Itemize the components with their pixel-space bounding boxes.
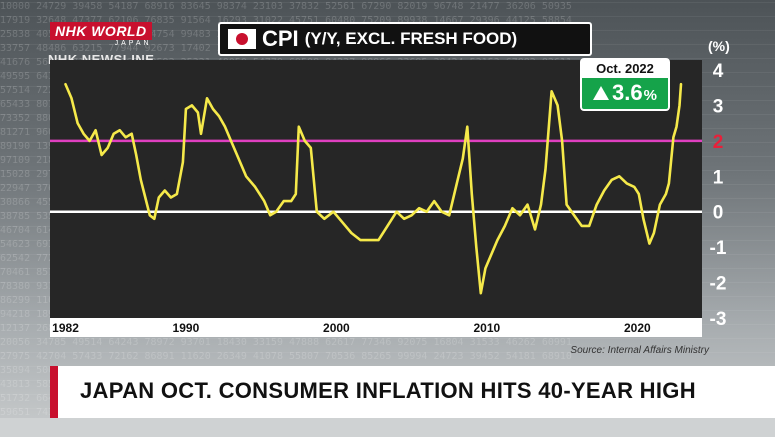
y-axis-unit-label: (%) (708, 38, 730, 54)
logo-subtext: JAPAN (114, 40, 152, 47)
arrow-up-icon (593, 86, 610, 100)
x-tick-label: 1990 (173, 321, 200, 335)
headline-bar: JAPAN OCT. CONSUMER INFLATION HITS 40-YE… (50, 366, 775, 418)
chart-title-banner: CPI (Y/Y, EXCL. FRESH FOOD) (218, 22, 592, 56)
y-tick-label: -1 (710, 238, 727, 259)
source-note: Source: Internal Affairs Ministry (570, 345, 709, 356)
chart-title: CPI (262, 26, 299, 51)
chart-subtitle: (Y/Y, EXCL. FRESH FOOD) (304, 29, 518, 48)
x-tick-label: 1982 (52, 321, 79, 335)
bottom-strip (0, 418, 775, 437)
callout-value-box: 3.6 % (582, 78, 668, 109)
x-tick-label: 2010 (474, 321, 501, 335)
x-axis-band (50, 318, 702, 337)
y-tick-label: 2 (713, 132, 724, 153)
y-tick-label: 0 (713, 203, 724, 224)
callout-value: 3.6 (612, 80, 643, 105)
callout-unit: % (643, 86, 657, 104)
y-tick-label: 1 (713, 167, 724, 188)
nhk-world-logo: NHK WORLD JAPAN (50, 22, 152, 47)
callout-date: Oct. 2022 (596, 61, 654, 76)
japan-flag-icon (228, 29, 256, 49)
y-tick-label: 4 (713, 61, 724, 82)
headline-text: JAPAN OCT. CONSUMER INFLATION HITS 40-YE… (80, 378, 696, 403)
y-tick-label: -3 (710, 309, 727, 330)
y-tick-label: -2 (710, 274, 727, 295)
logo-text: NHK WORLD (50, 22, 152, 40)
y-tick-label: 3 (713, 96, 724, 117)
cpi-series-line (64, 82, 683, 295)
x-tick-label: 2000 (323, 321, 350, 335)
latest-value-callout: Oct. 2022 3.6 % (580, 58, 670, 111)
x-tick-label: 2020 (624, 321, 651, 335)
